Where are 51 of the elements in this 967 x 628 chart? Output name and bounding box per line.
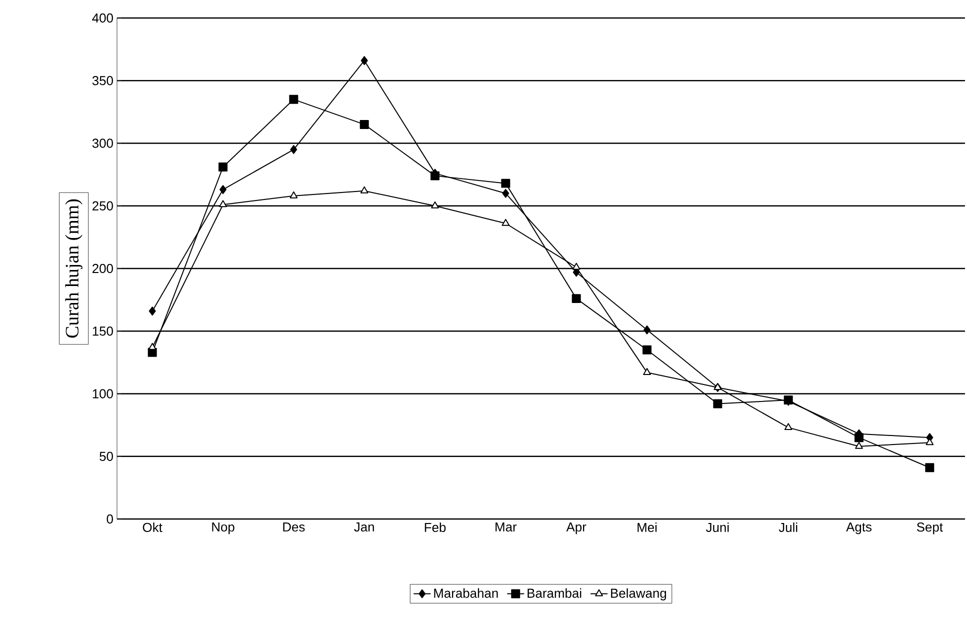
y-tick-label: 250 [92, 201, 113, 210]
point [220, 185, 226, 194]
legend-label: Marabahan [434, 588, 498, 598]
point [148, 342, 156, 350]
y-tick-label: 100 [92, 389, 113, 398]
point [643, 368, 651, 375]
x-tick-label: Juni [706, 522, 729, 532]
y-tick-label: 350 [92, 76, 113, 86]
x-tick-label: Juli [778, 522, 798, 532]
point [360, 186, 368, 194]
x-tick-label: Apr [566, 522, 586, 534]
y-tick-label: 200 [92, 264, 113, 274]
point [218, 162, 228, 172]
point [925, 463, 934, 472]
x-tick-label: Nop [212, 522, 234, 534]
point [360, 56, 368, 66]
point [572, 294, 581, 304]
point [290, 145, 298, 154]
x-tick-label: Mei [638, 522, 657, 532]
y-tick-label: 300 [92, 138, 113, 148]
point [502, 218, 510, 226]
point [431, 201, 439, 208]
point [501, 178, 510, 188]
x-tick-label: Okt [142, 522, 162, 532]
point [784, 423, 792, 430]
point [642, 345, 652, 354]
point [148, 306, 156, 316]
x-tick-label: Mar [496, 522, 517, 532]
point [855, 442, 863, 449]
legend-label: Belawang [611, 588, 666, 600]
legend-label: Barambai [528, 588, 582, 598]
point [289, 94, 298, 104]
x-tick-label: Feb [424, 522, 446, 532]
x-tick-label: Agts [846, 522, 872, 534]
point [430, 171, 440, 180]
point [360, 120, 369, 129]
point [854, 433, 864, 442]
point [290, 191, 298, 198]
x-tick-label: Sept [916, 522, 943, 534]
x-tick-label: Des [283, 522, 305, 532]
y-tick-label: 50 [100, 452, 113, 461]
point [572, 262, 580, 270]
point [502, 188, 510, 198]
y-axis-title: Curah hujan (mm) [65, 199, 82, 338]
point [219, 200, 227, 208]
point [644, 325, 650, 334]
y-tick-label: 0 [106, 514, 113, 524]
x-tick-label: Jan [354, 522, 374, 532]
point [713, 399, 722, 408]
y-tick-label: 150 [92, 326, 113, 336]
y-tick-label: 400 [92, 13, 113, 23]
